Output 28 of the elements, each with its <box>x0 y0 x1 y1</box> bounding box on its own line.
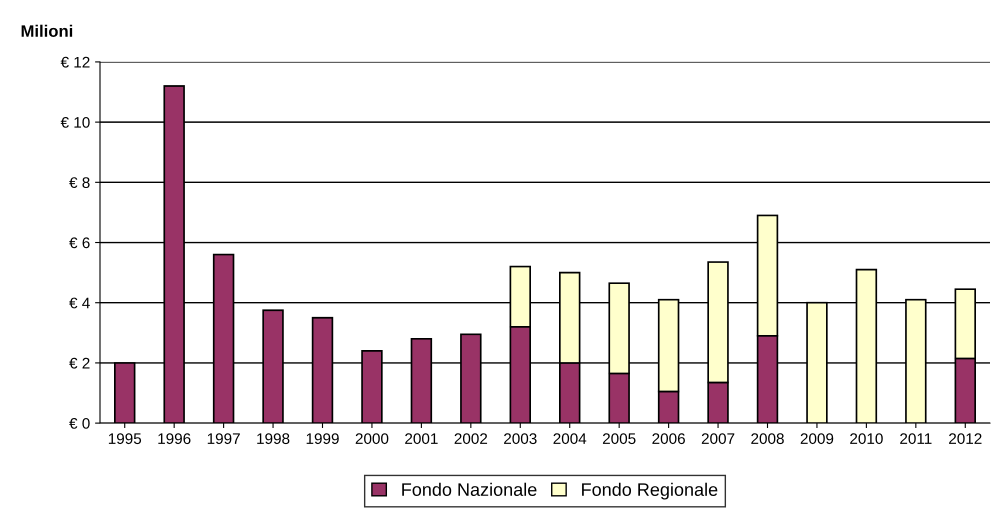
legend-label: Fondo Regionale <box>582 482 718 500</box>
x-tick-label: 2011 <box>900 433 932 444</box>
x-tick-label: 2012 <box>949 433 982 444</box>
y-tick-label: € 8 <box>69 177 90 188</box>
y-tick-label: € 2 <box>69 358 90 369</box>
x-tick-label: 2005 <box>602 433 636 444</box>
x-tick-label: 2008 <box>751 433 784 444</box>
x-tick-label: 2007 <box>702 433 734 444</box>
x-tick-label: 2009 <box>800 433 834 444</box>
y-tick-label: € 6 <box>69 237 90 248</box>
x-tick-label: 2002 <box>454 433 488 444</box>
x-tick-label: 2000 <box>356 433 388 444</box>
y-tick-label: € 0 <box>69 418 90 429</box>
x-tick-label: 2006 <box>652 433 685 444</box>
y-tick-label: € 4 <box>69 298 90 308</box>
x-tick-label: 1995 <box>108 433 142 444</box>
y-tick-label: € 10 <box>60 116 90 128</box>
y-axis-title: Milioni <box>22 24 72 37</box>
x-tick-label: 1996 <box>158 433 190 444</box>
x-tick-label: 2004 <box>554 433 586 444</box>
x-tick-label: 2010 <box>850 433 883 444</box>
legend-label: Fondo Nazionale <box>402 482 536 496</box>
x-tick-label: 1999 <box>306 433 339 444</box>
y-tick-label: € 12 <box>60 56 90 68</box>
x-tick-label: 1998 <box>257 433 290 444</box>
x-tick-label: 2003 <box>504 433 537 444</box>
x-tick-label: 1997 <box>208 433 240 444</box>
x-tick-label: 2001 <box>405 433 438 444</box>
